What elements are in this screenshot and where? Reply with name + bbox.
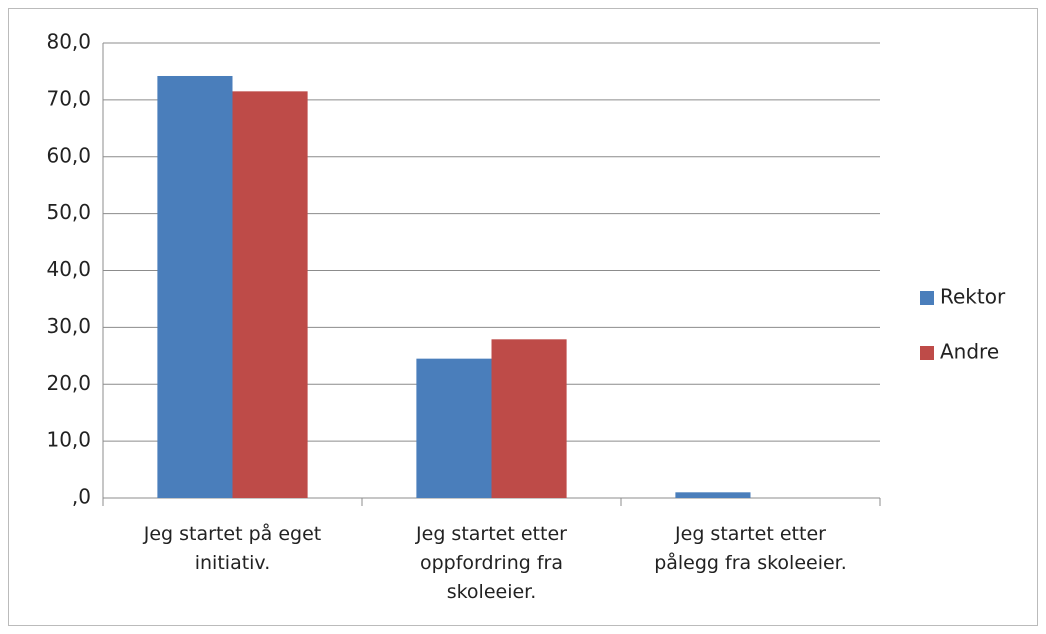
y-tick-label: 30,0 <box>46 314 91 338</box>
legend-swatch <box>920 346 934 360</box>
x-tick-label: Jeg startet etter oppfordring fra skolee… <box>416 523 567 603</box>
y-tick-label: ,0 <box>72 485 91 509</box>
y-tick-label: 10,0 <box>46 428 91 452</box>
legend-swatch <box>920 291 934 305</box>
chart-border <box>8 8 1038 626</box>
y-tick-label: 60,0 <box>46 143 91 167</box>
x-tick-label: Jeg startet på eget initiativ. <box>143 523 322 574</box>
y-tick-label: 20,0 <box>46 371 91 395</box>
bar <box>675 492 751 498</box>
y-tick-label: 40,0 <box>46 257 91 281</box>
y-tick-label: 80,0 <box>46 30 91 54</box>
bar <box>232 91 308 498</box>
legend-label: Andre <box>940 340 999 364</box>
bar <box>491 339 567 498</box>
legend-label: Rektor <box>940 285 1006 309</box>
y-tick-label: 50,0 <box>46 200 91 224</box>
bar <box>157 75 233 499</box>
bar <box>416 358 492 498</box>
y-tick-label: 70,0 <box>46 86 91 110</box>
x-tick-label: Jeg startet etter pålegg fra skoleeier. <box>654 523 847 574</box>
